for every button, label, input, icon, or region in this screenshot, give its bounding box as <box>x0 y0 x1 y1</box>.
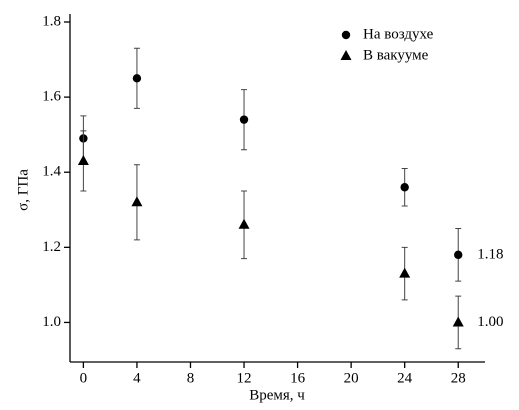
legend-label: На воздухе <box>363 26 434 42</box>
x-tick-label: 16 <box>290 370 306 386</box>
y-tick-label: 1.6 <box>42 89 61 105</box>
x-tick-label: 24 <box>397 370 413 386</box>
y-tick-label: 1.2 <box>42 239 61 255</box>
x-tick-label: 28 <box>451 370 466 386</box>
marker <box>452 316 464 327</box>
legend-label: В вакууме <box>363 47 429 63</box>
x-tick-label: 0 <box>80 370 88 386</box>
marker <box>238 218 250 229</box>
x-tick-label: 20 <box>344 370 359 386</box>
y-tick-label: 1.0 <box>42 314 61 330</box>
marker <box>400 183 409 192</box>
x-tick-label: 12 <box>237 370 252 386</box>
y-tick-label: 1.4 <box>42 164 61 180</box>
marker <box>399 267 411 278</box>
value-label: 1.18 <box>477 246 503 262</box>
value-label: 1.00 <box>477 314 503 330</box>
marker <box>454 250 463 260</box>
y-axis-label: σ, ГПа <box>15 169 31 211</box>
x-tick-label: 8 <box>187 370 195 386</box>
legend-marker <box>341 30 351 40</box>
x-tick-label: 4 <box>133 370 141 386</box>
marker <box>131 196 143 207</box>
y-tick-label: 1.8 <box>42 13 61 29</box>
x-axis-label: Время, ч <box>249 387 305 403</box>
marker <box>77 154 89 165</box>
marker <box>132 74 142 83</box>
marker <box>239 115 249 124</box>
legend-marker <box>340 50 352 60</box>
